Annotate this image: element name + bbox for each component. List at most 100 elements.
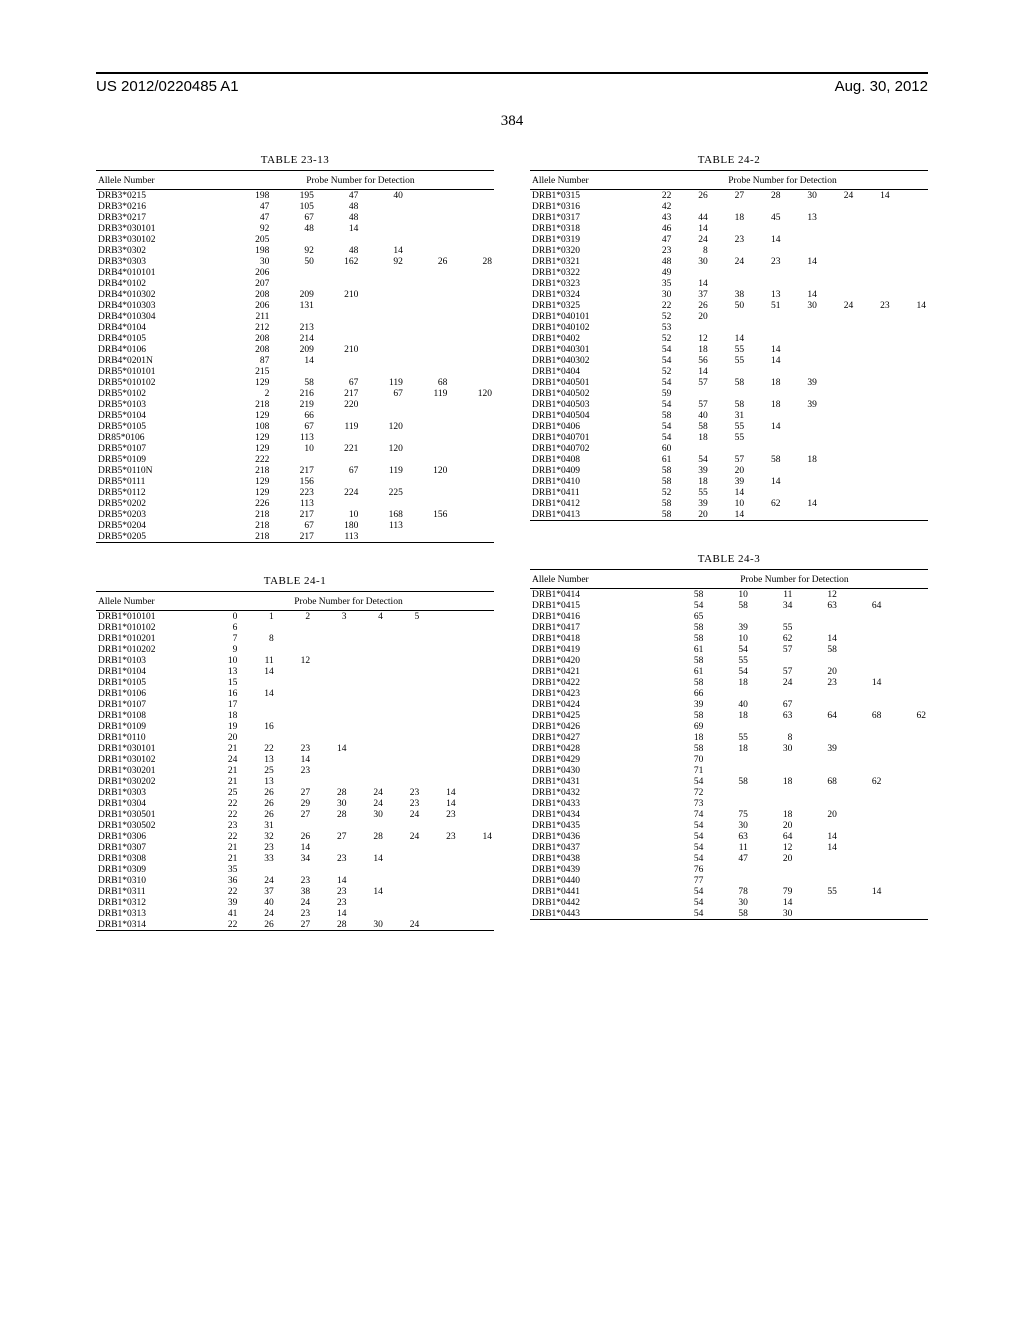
probe-cell: 26 <box>673 190 709 202</box>
probe-cell: 24 <box>819 190 855 202</box>
probe-cell <box>385 864 421 875</box>
probe-cell <box>892 223 928 234</box>
table-row: DRB1*03243037381314 <box>530 289 928 300</box>
probe-cell <box>839 622 884 633</box>
probe-cell: 20 <box>710 465 746 476</box>
probe-cell <box>883 908 928 920</box>
probe-cell <box>892 267 928 278</box>
probe-cell: 18 <box>705 677 750 688</box>
probe-cell <box>360 212 405 223</box>
probe-cell: 222 <box>227 454 272 465</box>
allele-cell: DRB1*0106 <box>96 688 203 699</box>
probe-cell <box>239 677 275 688</box>
probe-cell: 18 <box>661 732 706 743</box>
probe-cell <box>819 201 855 212</box>
probe-cell: 156 <box>271 476 316 487</box>
table-row: DRB3*0217476748 <box>96 212 494 223</box>
probe-cell: 34 <box>276 853 312 864</box>
probe-cell: 58 <box>637 410 673 421</box>
probe-cell <box>839 853 884 864</box>
table-row: DRB1*03050122262728302423 <box>96 809 494 820</box>
probe-cell: 37 <box>673 289 709 300</box>
probe-cell <box>271 234 316 245</box>
probe-cell <box>705 754 750 765</box>
table-row: DRB1*04070260 <box>530 443 928 454</box>
probe-cell <box>385 897 421 908</box>
probe-cell: 14 <box>746 421 782 432</box>
probe-cell <box>385 677 421 688</box>
probe-cell <box>883 798 928 809</box>
table-row: DRB5*0102221621767119120 <box>96 388 494 399</box>
probe-cell <box>819 366 855 377</box>
probe-cell <box>839 655 884 666</box>
probe-cell: 113 <box>316 531 361 543</box>
probe-cell <box>449 190 494 202</box>
probe-cell: 113 <box>271 498 316 509</box>
probe-cell: 47 <box>227 201 272 212</box>
col-header-probe: Probe Number for Detection <box>661 572 928 589</box>
probe-cell <box>883 765 928 776</box>
table-row: DRB1*0425581863646862 <box>530 710 928 721</box>
table-row: DRB1*040701541855 <box>530 432 928 443</box>
probe-cell <box>746 223 782 234</box>
probe-cell <box>883 655 928 666</box>
probe-cell <box>458 732 494 743</box>
probe-cell: 54 <box>661 842 706 853</box>
table-row: DRB1*03252226505130242314 <box>530 300 928 311</box>
probe-cell: 18 <box>750 776 795 787</box>
table-row: DRB5*020421867180113 <box>96 520 494 531</box>
table-row: DRB1*0305022331 <box>96 820 494 831</box>
probe-cell: 58 <box>661 589 706 601</box>
probe-cell <box>449 289 494 300</box>
probe-cell: 54 <box>661 820 706 831</box>
probe-cell: 18 <box>750 809 795 820</box>
allele-cell: DRB1*0414 <box>530 589 661 601</box>
probe-cell <box>316 322 361 333</box>
table-row: DRB4*010304211 <box>96 311 494 322</box>
probe-cell: 22 <box>239 743 275 754</box>
allele-cell: DRB1*040101 <box>530 311 637 322</box>
probe-cell <box>782 465 818 476</box>
allele-cell: DRB1*0310 <box>96 875 203 886</box>
probe-cell <box>312 688 348 699</box>
allele-cell: DRB1*0442 <box>530 897 661 908</box>
probe-cell <box>385 622 421 633</box>
probe-cell <box>405 201 450 212</box>
probe-cell: 26 <box>276 831 312 842</box>
probe-cell <box>276 666 312 677</box>
probe-cell <box>855 212 891 223</box>
allele-cell: DRB1*0318 <box>530 223 637 234</box>
probe-cell: 206 <box>227 267 272 278</box>
table-row: DRB1*0102029 <box>96 644 494 655</box>
probe-cell <box>892 498 928 509</box>
probe-cell <box>855 311 891 322</box>
probe-cell <box>819 256 855 267</box>
probe-cell <box>746 201 782 212</box>
probe-cell: 27 <box>276 809 312 820</box>
probe-cell <box>746 267 782 278</box>
allele-cell: DRB1*0410 <box>530 476 637 487</box>
probe-cell <box>385 633 421 644</box>
probe-cell: 113 <box>271 432 316 443</box>
probe-cell <box>312 710 348 721</box>
probe-cell: 24 <box>348 787 384 798</box>
table-row: DRB1*010818 <box>96 710 494 721</box>
probe-cell: 63 <box>705 831 750 842</box>
allele-cell: DRB1*030102 <box>96 754 203 765</box>
probe-cell: 58 <box>673 421 709 432</box>
probe-cell <box>819 454 855 465</box>
allele-cell: DRB5*010102 <box>96 377 227 388</box>
probe-cell <box>421 688 457 699</box>
probe-cell <box>458 908 494 919</box>
probe-cell <box>782 366 818 377</box>
probe-cell <box>892 201 928 212</box>
table-row: DRB4*0106208209210 <box>96 344 494 355</box>
probe-cell: 47 <box>227 212 272 223</box>
table-row: DRB5*010712910221120 <box>96 443 494 454</box>
probe-cell: 129 <box>227 443 272 454</box>
probe-cell <box>458 798 494 809</box>
probe-cell <box>312 765 348 776</box>
allele-cell: DRB1*0430 <box>530 765 661 776</box>
probe-cell <box>421 644 457 655</box>
probe-cell <box>883 842 928 853</box>
